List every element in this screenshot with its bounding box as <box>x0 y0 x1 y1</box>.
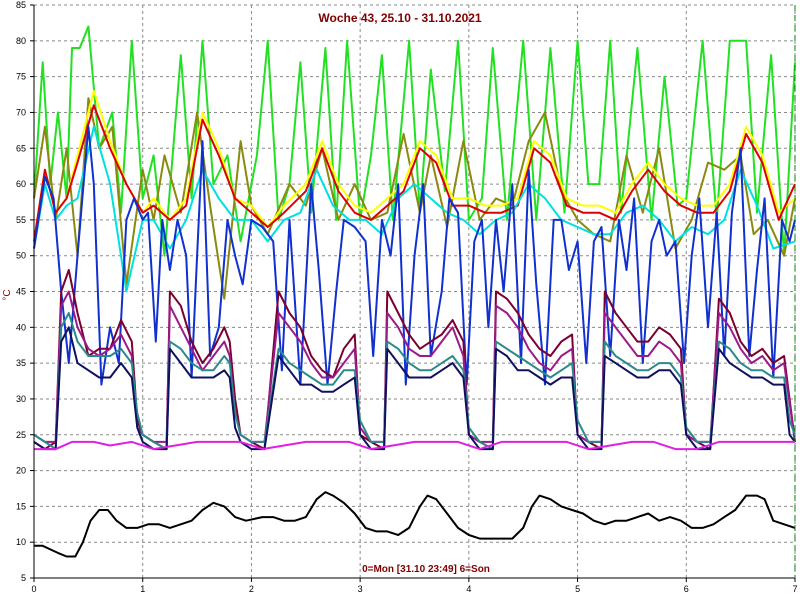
x-tick-label: 5 <box>575 584 580 594</box>
series-line-10 <box>33 326 796 451</box>
x-tick-label: 1 <box>140 584 145 594</box>
y-tick-label: 5 <box>21 573 26 583</box>
x-tick-label: 7 <box>792 584 797 594</box>
y-tick-label: 60 <box>16 179 26 189</box>
series-line-11 <box>34 440 795 451</box>
y-tick-labels: 5 10 15 20 25 30 35 40 45 50 55 60 65 70 75 80 85 <box>16 0 34 583</box>
x-tick-label: 3 <box>358 584 363 594</box>
y-tick-label: 40 <box>16 322 26 332</box>
series-line-7 <box>33 269 796 451</box>
y-tick-label: 85 <box>16 0 26 10</box>
y-tick-label: 70 <box>16 107 26 117</box>
y-tick-label: 30 <box>16 394 26 404</box>
series-line-4 <box>33 104 796 242</box>
y-tick-label: 65 <box>16 143 26 153</box>
chart-footer: 0=Mon [31.10 23:49] 6=Son <box>362 564 490 575</box>
y-tick-label: 80 <box>16 36 26 46</box>
y-tick-label: 10 <box>16 537 26 547</box>
x-tick-label: 4 <box>466 584 471 594</box>
y-tick-label: 15 <box>16 501 26 511</box>
y-tick-label: 75 <box>16 72 26 82</box>
y-tick-label: 50 <box>16 251 26 261</box>
y-axis-label: °C <box>2 289 13 300</box>
series-line-6 <box>33 125 796 386</box>
y-tick-label: 25 <box>16 430 26 440</box>
y-tick-label: 35 <box>16 358 26 368</box>
x-tick-label: 2 <box>249 584 254 594</box>
series-line-2 <box>33 97 796 300</box>
y-tick-label: 20 <box>16 466 26 476</box>
y-tick-label: 55 <box>16 215 26 225</box>
x-tick-labels: 0 1 2 3 4 5 6 7 <box>31 578 798 594</box>
series-line-12 <box>34 491 796 558</box>
chart-title: Woche 43, 25.10 - 31.10.2021 <box>318 11 482 25</box>
series-lines <box>33 25 796 558</box>
grid-lines <box>33 4 796 579</box>
y-tick-label: 45 <box>16 287 26 297</box>
x-tick-label: 6 <box>684 584 689 594</box>
x-tick-label: 0 <box>31 584 36 594</box>
series-line-9 <box>33 312 796 451</box>
